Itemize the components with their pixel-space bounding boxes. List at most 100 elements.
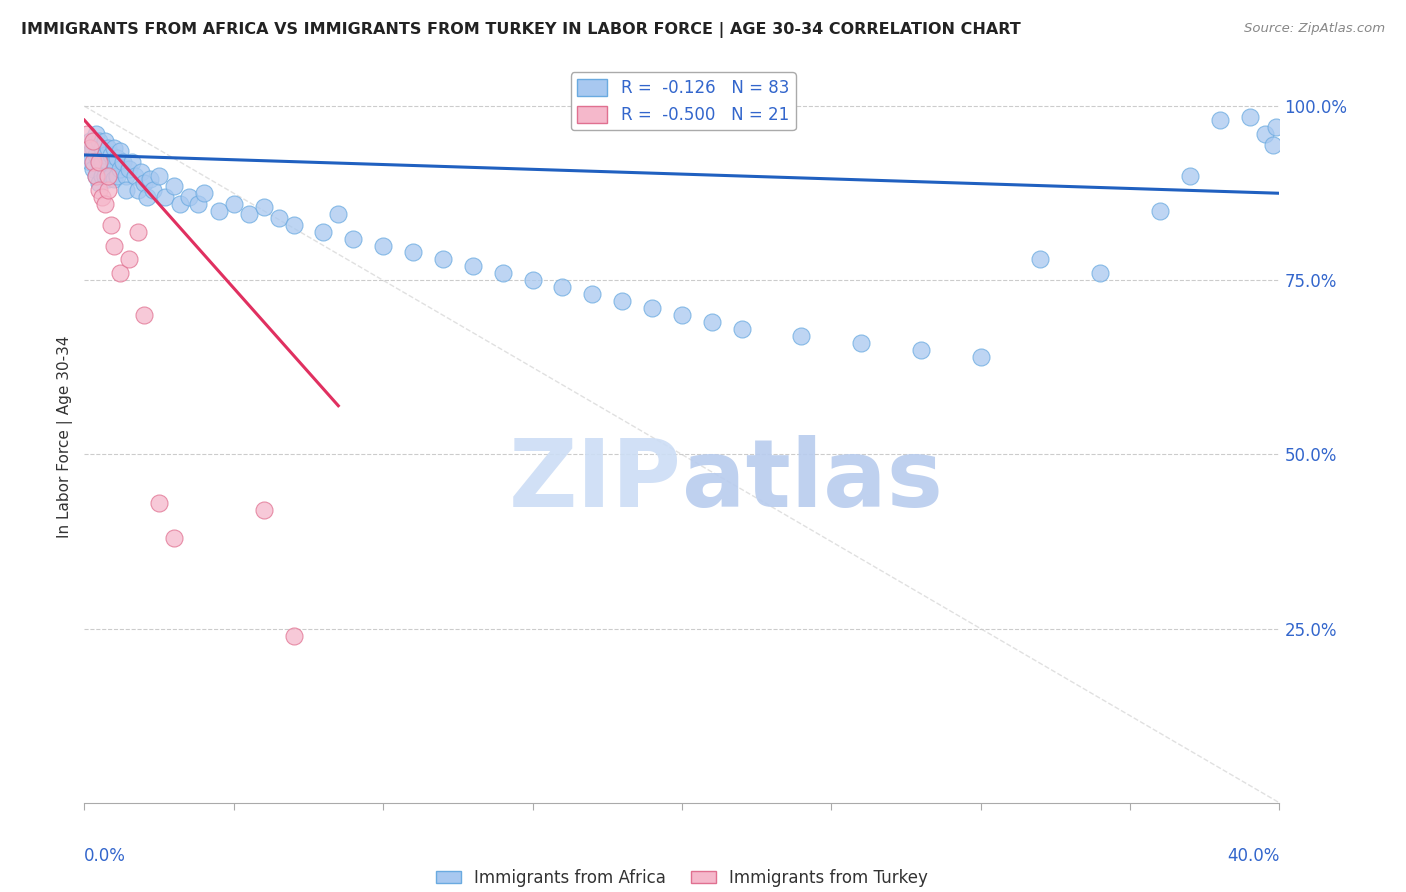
Point [193,186,215,201]
Point [148,496,170,510]
Point [1149,203,1171,218]
Point [110,145,132,159]
Point [79,155,101,169]
Text: Source: ZipAtlas.com: Source: ZipAtlas.com [1244,22,1385,36]
Point [79,134,101,148]
Point [612,294,634,309]
Point [82,141,104,155]
Text: 40.0%: 40.0% [1227,847,1279,864]
Point [79,141,101,155]
Point [641,301,664,316]
Point [142,183,165,197]
Point [1090,266,1112,280]
Point [97,183,120,197]
Point [100,218,122,232]
Text: atlas: atlas [682,435,943,527]
Point [103,172,125,186]
Point [851,336,873,351]
Point [86,169,108,183]
Point [432,252,454,267]
Point [1253,127,1275,141]
Point [551,280,574,294]
Point [163,179,186,194]
Point [110,266,132,280]
Point [89,134,111,148]
Point [139,172,162,186]
Text: IMMIGRANTS FROM AFRICA VS IMMIGRANTS FROM TURKEY IN LABOR FORCE | AGE 30-34 CORR: IMMIGRANTS FROM AFRICA VS IMMIGRANTS FRO… [21,22,1021,38]
Point [238,207,260,221]
Point [76,148,98,162]
Point [1265,120,1288,134]
Text: ZIP: ZIP [509,435,682,527]
Point [169,196,191,211]
Point [100,148,122,162]
Point [91,155,114,169]
Point [97,172,120,186]
Point [1029,252,1052,267]
Point [163,531,186,545]
Point [91,190,114,204]
Point [312,225,335,239]
Point [97,169,120,183]
Point [76,127,98,141]
Point [1239,110,1261,124]
Point [522,273,544,287]
Point [97,141,120,155]
Point [492,266,515,280]
Point [581,287,603,301]
Point [790,329,813,343]
Point [267,211,290,225]
Point [112,155,135,169]
Point [105,169,128,183]
Point [94,169,117,183]
Point [1209,113,1232,128]
Point [118,252,141,267]
Point [105,152,128,166]
Point [89,155,111,169]
Point [91,141,114,155]
Point [671,308,693,322]
Point [148,169,170,183]
Point [118,161,141,176]
Point [177,190,200,204]
Point [115,169,138,183]
Point [94,148,117,162]
Point [103,238,125,252]
Point [283,218,305,232]
Point [121,155,143,169]
Point [129,165,152,179]
Point [253,503,276,517]
Point [283,629,305,643]
Point [136,190,159,204]
Point [100,169,122,183]
Y-axis label: In Labor Force | Age 30-34: In Labor Force | Age 30-34 [58,335,73,539]
Point [94,134,117,148]
Point [910,343,932,357]
Point [208,203,231,218]
Text: 0.0%: 0.0% [84,847,127,864]
Point [86,148,108,162]
Point [91,169,114,183]
Point [89,183,111,197]
Point [86,127,108,141]
Point [82,161,104,176]
Point [103,155,125,169]
Point [153,190,176,204]
Point [89,176,111,190]
Point [127,225,149,239]
Point [328,207,350,221]
Point [124,169,146,183]
Point [222,196,245,211]
Point [700,315,723,329]
Point [253,200,276,214]
Point [115,183,138,197]
Point [82,155,104,169]
Legend: Immigrants from Africa, Immigrants from Turkey: Immigrants from Africa, Immigrants from … [429,863,935,892]
Point [731,322,754,336]
Point [82,134,104,148]
Point [127,183,149,197]
Point [1263,137,1285,152]
Point [132,308,156,322]
Point [97,155,120,169]
Point [461,260,484,274]
